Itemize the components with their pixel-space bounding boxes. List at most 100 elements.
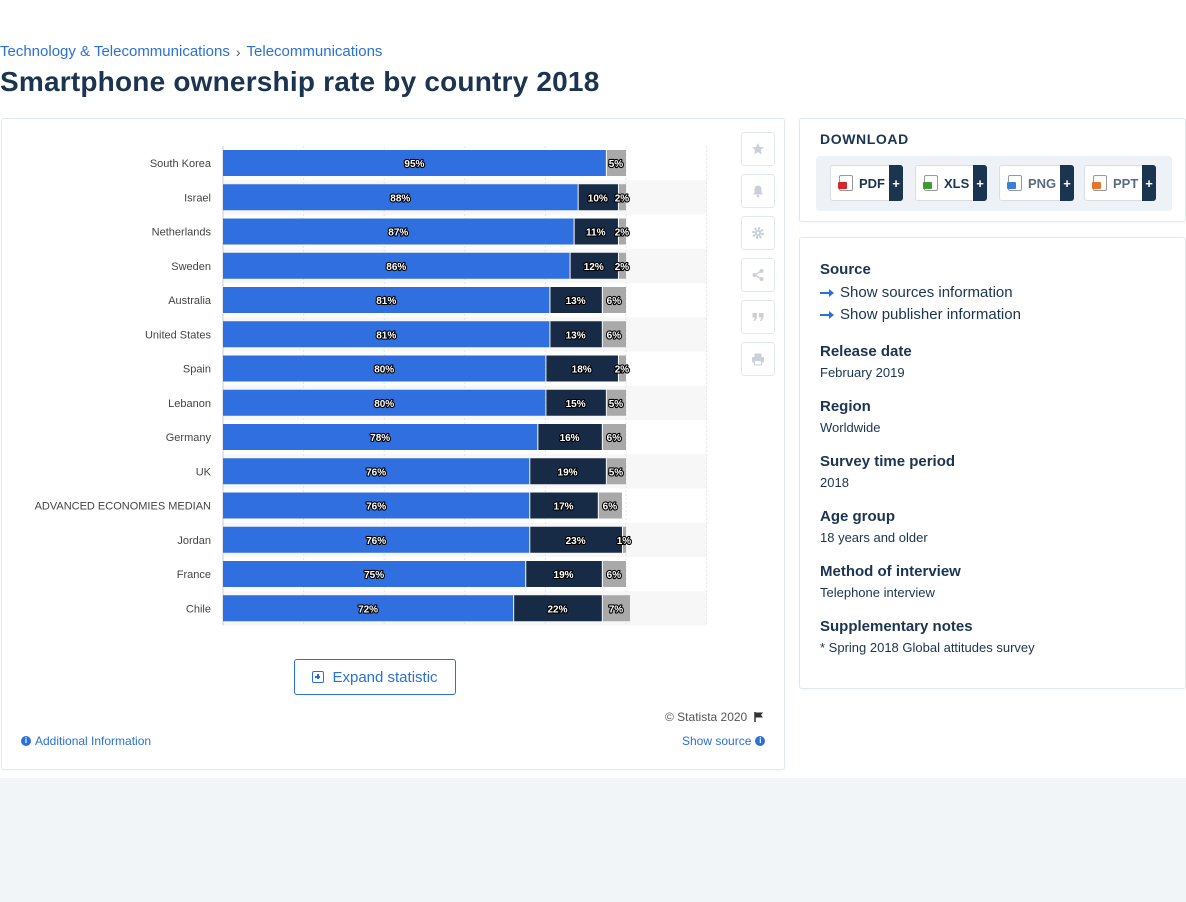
bar-segment [223, 355, 546, 382]
show-sources-link[interactable]: Show sources information [820, 284, 1021, 301]
flag-icon[interactable] [753, 711, 765, 723]
download-png-label: PNG [1028, 175, 1057, 191]
show-source-link[interactable]: Show source i [682, 734, 766, 748]
source-section: Source Show sources information Show pub… [820, 261, 1021, 323]
data-label: 86% [386, 262, 406, 273]
bar-segment [618, 218, 626, 245]
data-label: 95% [404, 159, 424, 170]
favorite-button[interactable] [741, 132, 775, 166]
share-button[interactable] [741, 258, 775, 292]
data-label: 23% [566, 536, 586, 547]
download-pdf-label: PDF [859, 175, 885, 191]
pdf-file-icon [838, 175, 853, 191]
bar-segment [602, 287, 626, 313]
data-label: 15% [566, 399, 586, 410]
download-xls-label: XLS [944, 175, 970, 191]
category-label: South Korea [150, 158, 212, 170]
copyright: © Statista 2020 [665, 710, 765, 724]
data-label: 87% [388, 228, 408, 239]
age-group-label: Age group [820, 508, 895, 525]
data-label: 6% [607, 296, 622, 307]
bar-segment [606, 150, 626, 176]
data-label: 12% [584, 262, 604, 273]
additional-information-link[interactable]: i Additional Information [21, 734, 151, 748]
survey-period-label: Survey time period [820, 453, 956, 470]
data-label: 13% [566, 330, 586, 341]
survey-period-section: Survey time period 2018 [820, 453, 955, 490]
download-bar: PDF + XLS + PNG + PPT + [816, 156, 1172, 211]
share-icon [752, 269, 764, 281]
ppt-file-icon [1092, 175, 1107, 191]
data-label: 10% [588, 193, 608, 204]
region-section: Region Worldwide [820, 398, 880, 435]
bar-segment [598, 492, 622, 519]
data-label: 13% [566, 296, 586, 307]
bar-segment [223, 492, 530, 519]
download-ppt-button[interactable]: PPT + [1084, 165, 1156, 201]
bar-segment [618, 355, 626, 382]
bar-segment [602, 321, 626, 348]
bar-segment [606, 389, 626, 416]
settings-button[interactable] [741, 216, 775, 250]
bar-segment [530, 458, 606, 485]
data-label: 19% [558, 467, 578, 478]
bar-segment [223, 458, 530, 485]
category-label: United States [145, 329, 212, 341]
data-label: 76% [366, 467, 386, 478]
download-pdf-button[interactable]: PDF + [830, 165, 903, 201]
data-label: 88% [390, 193, 410, 204]
category-label: Sweden [171, 261, 211, 273]
show-publisher-link[interactable]: Show publisher information [820, 306, 1021, 323]
xls-file-icon [923, 175, 938, 191]
notes-value: * Spring 2018 Global attitudes survey [820, 640, 1035, 655]
data-label: 80% [374, 365, 394, 376]
cite-button[interactable] [741, 300, 775, 334]
bar-segment [602, 561, 626, 587]
download-png-button[interactable]: PNG + [999, 165, 1074, 201]
bar-segment [618, 184, 626, 211]
info-icon: i [21, 736, 31, 746]
bar-segment [550, 287, 602, 313]
category-label: Netherlands [152, 227, 212, 239]
data-label: 78% [370, 433, 390, 444]
additional-information-label: Additional Information [35, 734, 152, 748]
arrow-right-icon [820, 310, 834, 320]
category-label: France [177, 569, 211, 581]
bar-segment [546, 389, 606, 416]
breadcrumb-separator: › [235, 43, 241, 60]
release-date-label: Release date [820, 343, 912, 360]
category-label: Lebanon [168, 398, 211, 410]
category-label: ADVANCED ECONOMIES MEDIAN [35, 501, 211, 513]
bell-icon [753, 185, 763, 198]
category-label: Spain [183, 364, 211, 376]
quote-icon [752, 313, 764, 321]
breadcrumb-item-telecommunications[interactable]: Telecommunications [246, 43, 383, 60]
data-label: 18% [572, 365, 592, 376]
notes-section: Supplementary notes * Spring 2018 Global… [820, 618, 1035, 655]
alert-button[interactable] [741, 174, 775, 208]
bar-chart: South Korea 95% 5% Israel 88% 10% 2% Netherland… [35, 146, 708, 626]
bar-segment [223, 218, 574, 245]
category-label: Jordan [177, 535, 211, 547]
bar-segment [538, 424, 602, 450]
download-xls-button[interactable]: XLS + [915, 165, 987, 201]
download-ppt-label: PPT [1113, 175, 1139, 191]
bar-segment [223, 321, 550, 348]
category-label: Germany [166, 432, 212, 444]
bar-segment [602, 595, 631, 622]
bar-segment [223, 389, 546, 416]
download-card: DOWNLOAD PDF + XLS + PNG + PPT + [799, 118, 1186, 222]
data-label: 7% [609, 604, 624, 615]
bar-segment [526, 561, 602, 587]
bar-segment [606, 458, 626, 485]
age-group-value: 18 years and older [820, 530, 928, 545]
bar-segment [546, 355, 618, 382]
expand-statistic-button[interactable]: Expand statistic [294, 659, 456, 695]
category-label: Australia [168, 295, 212, 307]
bar-segment [223, 424, 538, 450]
breadcrumb-item-technology[interactable]: Technology & Telecommunications [0, 43, 230, 60]
data-label: 11% [586, 228, 606, 239]
bar-segment [574, 218, 618, 245]
data-label: 6% [607, 570, 622, 581]
print-button[interactable] [741, 342, 775, 376]
